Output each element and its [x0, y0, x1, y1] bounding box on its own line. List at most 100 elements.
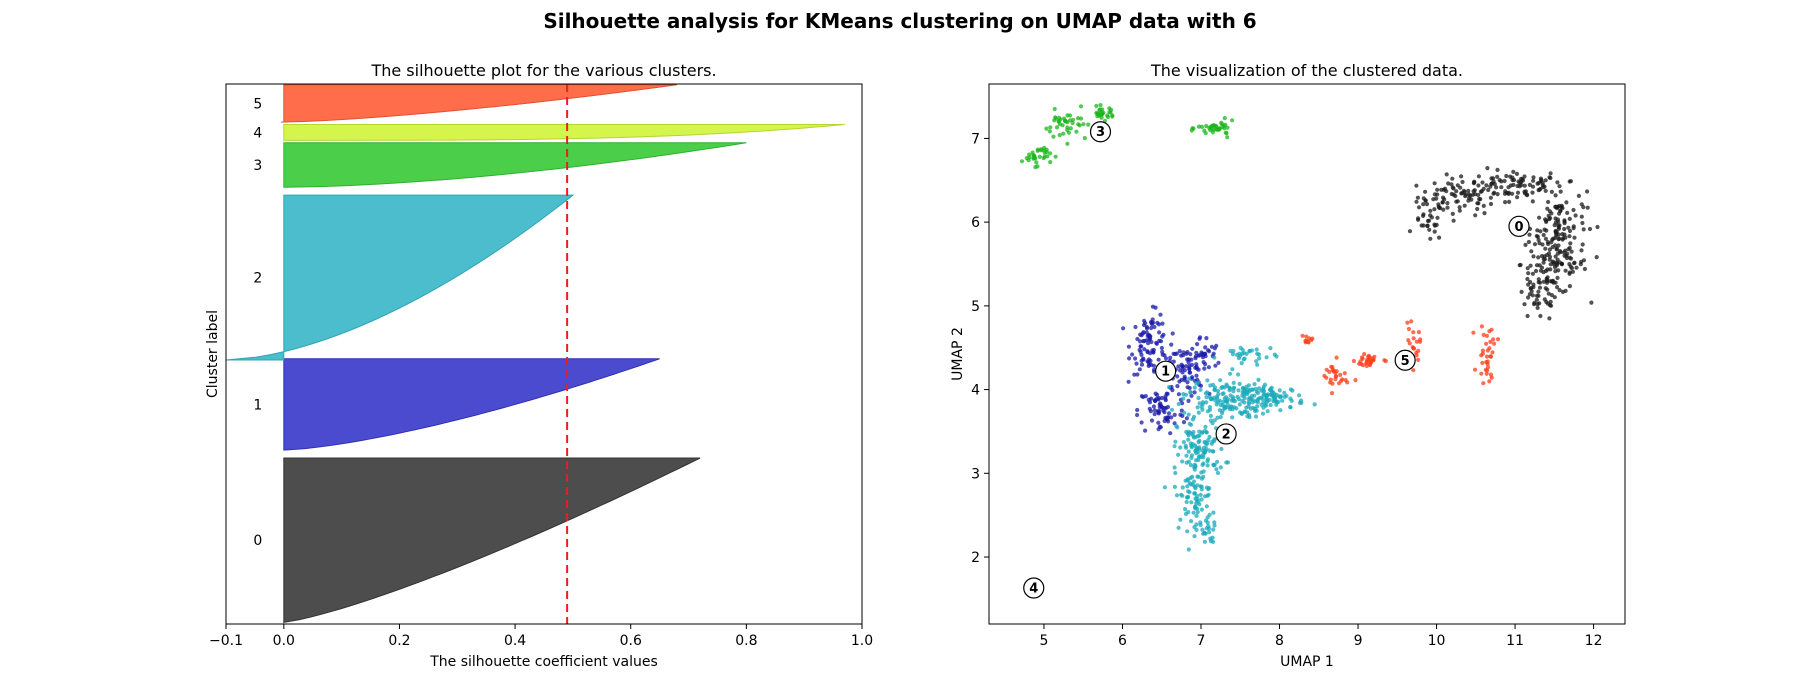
scatter-point	[1535, 228, 1540, 233]
scatter-point	[1172, 412, 1177, 417]
scatter-point	[1211, 510, 1216, 515]
scatter-point	[1230, 367, 1235, 372]
scatter-point	[1360, 363, 1366, 368]
scatter-point	[1198, 387, 1203, 392]
scatter-point	[1262, 382, 1268, 387]
scatter-point	[1189, 453, 1195, 458]
scatter-point	[1428, 213, 1433, 218]
scatter-point	[1094, 103, 1099, 109]
scatter-point	[1353, 378, 1358, 383]
scatter-point	[1297, 393, 1302, 398]
scatter-point	[1550, 237, 1555, 242]
scatter-y-tick-label: 5	[971, 299, 980, 315]
scatter-point	[1545, 240, 1550, 245]
scatter-point	[1536, 289, 1541, 294]
scatter-point	[1152, 324, 1157, 330]
scatter-point	[1222, 126, 1227, 131]
scatter-point	[1105, 113, 1110, 118]
scatter-point	[1476, 174, 1481, 179]
scatter-point	[1560, 237, 1565, 242]
scatter-point	[1193, 506, 1198, 511]
scatter-point	[1487, 329, 1492, 334]
scatter-point	[1558, 208, 1563, 213]
scatter-point	[1536, 280, 1541, 285]
scatter-point	[1237, 402, 1242, 407]
scatter-point	[1182, 410, 1187, 415]
scatter-point	[1480, 348, 1485, 353]
scatter-y-tick-label: 3	[971, 466, 980, 482]
scatter-point	[1223, 130, 1228, 135]
scatter-point	[1256, 377, 1261, 382]
scatter-point	[1450, 185, 1455, 190]
scatter-point	[1196, 410, 1201, 415]
scatter-point	[1255, 404, 1260, 409]
scatter-point	[1546, 291, 1551, 296]
scatter-point	[1257, 386, 1262, 391]
scatter-point	[1161, 332, 1166, 337]
scatter-point	[1183, 511, 1189, 516]
scatter-point	[1165, 404, 1171, 410]
scatter-point	[1142, 318, 1147, 323]
scatter-point	[1184, 416, 1189, 421]
scatter-point	[1184, 499, 1189, 505]
scatter-point	[1267, 397, 1272, 402]
scatter-point	[1531, 175, 1536, 180]
scatter-point	[1184, 453, 1189, 458]
scatter-point	[1213, 398, 1218, 403]
scatter-point	[1100, 107, 1105, 112]
scatter-point	[1557, 288, 1562, 293]
silhouette-x-tick-label: −0.1	[209, 633, 243, 649]
scatter-point	[1194, 445, 1199, 450]
scatter-point	[1462, 203, 1467, 208]
scatter-point	[1507, 199, 1512, 204]
figure-title: Silhouette analysis for KMeans clusterin…	[543, 9, 1256, 33]
cluster-center-label-5: 5	[1401, 354, 1410, 369]
scatter-point	[1527, 182, 1532, 187]
scatter-point	[1107, 106, 1112, 111]
scatter-point	[1155, 392, 1160, 397]
scatter-point	[1174, 493, 1180, 498]
scatter-point	[1527, 292, 1532, 297]
scatter-point	[1218, 415, 1223, 420]
scatter-x-tick-label: 7	[1197, 633, 1206, 649]
scatter-point	[1187, 490, 1192, 495]
scatter-point	[1181, 440, 1186, 445]
scatter-point	[1567, 262, 1572, 267]
silhouette-plot: The silhouette plot for the various clus…	[205, 61, 873, 670]
scatter-y-tick-label: 4	[971, 383, 980, 399]
scatter-point	[1432, 229, 1437, 234]
scatter-point	[1254, 359, 1259, 364]
scatter-point	[1169, 342, 1174, 347]
scatter-point	[1263, 403, 1269, 408]
silhouette-cluster-4	[283, 124, 845, 142]
scatter-point	[1186, 360, 1191, 365]
scatter-point	[1144, 330, 1149, 335]
scatter-point	[1065, 113, 1070, 118]
scatter-point	[1130, 352, 1135, 357]
scatter-point	[1171, 351, 1176, 356]
scatter-point	[1196, 367, 1201, 372]
scatter-point	[1595, 224, 1600, 230]
scatter-point	[1480, 180, 1485, 185]
scatter-point	[1570, 269, 1575, 274]
scatter-point	[1141, 394, 1146, 400]
scatter-point	[1484, 183, 1489, 188]
scatter-point	[1205, 409, 1210, 414]
scatter-point	[1455, 183, 1460, 188]
scatter-point	[1211, 462, 1216, 467]
scatter-point	[1416, 348, 1421, 353]
scatter-point	[1515, 190, 1521, 195]
scatter-point	[1199, 476, 1204, 481]
scatter-point	[1157, 424, 1162, 429]
scatter-point	[1416, 330, 1421, 335]
scatter-point	[1568, 179, 1573, 184]
scatter-point	[1156, 396, 1161, 401]
scatter-point	[1224, 382, 1229, 387]
scatter-point	[1572, 260, 1577, 265]
scatter-point	[1484, 354, 1490, 359]
scatter-point	[1411, 330, 1416, 335]
scatter-point	[1074, 129, 1079, 134]
cluster-label-0: 0	[253, 533, 262, 549]
scatter-point	[1564, 200, 1569, 205]
